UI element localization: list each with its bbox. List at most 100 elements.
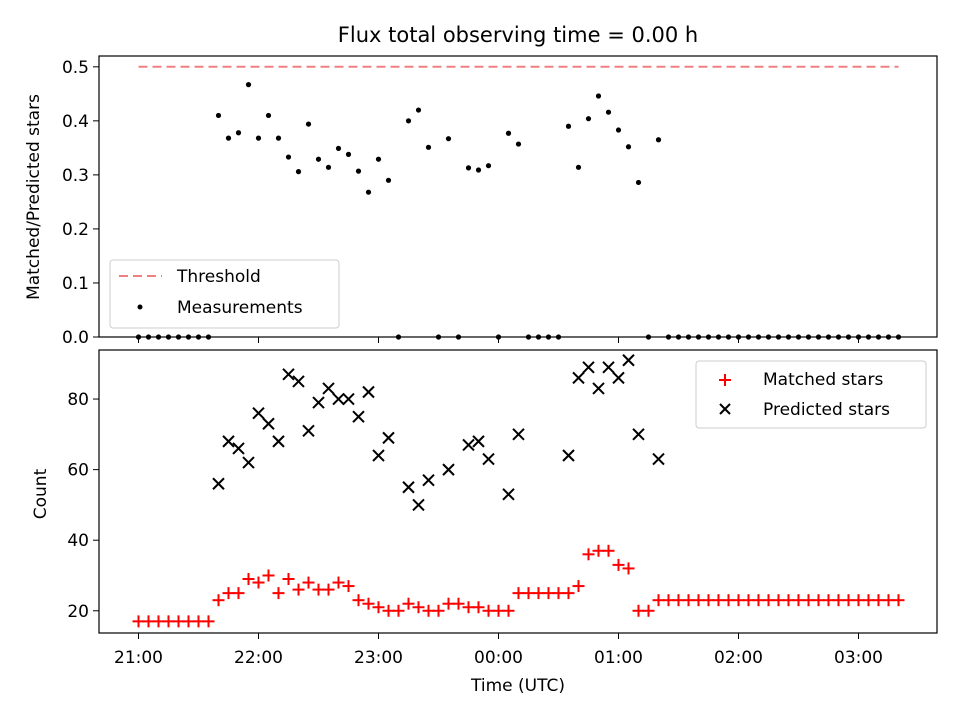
x-stroke-b: [312, 396, 325, 409]
measurement-point: [535, 334, 542, 340]
y-ticks-ratio: 0.0 0.1 0.2 0.3 0.4 0.5: [62, 58, 99, 348]
predicted-stars-point: [582, 361, 595, 374]
measurement-point: [635, 179, 642, 186]
matched-stars-point: [292, 583, 305, 596]
measurement-point: [165, 334, 172, 340]
x-stroke-b: [362, 385, 375, 399]
predicted-stars-point: [332, 392, 345, 406]
measurement-point: [585, 116, 592, 122]
measurement-point: [525, 334, 532, 340]
x-stroke-b: [212, 477, 225, 490]
predicted-stars-point: [342, 392, 355, 406]
measurement-point: [435, 334, 442, 340]
matched-stars-point: [262, 569, 275, 582]
predicted-stars-point: [442, 463, 455, 476]
measurement-point: [645, 334, 652, 340]
measurement-point: [665, 334, 672, 340]
measurement-point: [605, 109, 612, 115]
matched-stars-point: [572, 580, 585, 593]
measurement-point: [175, 334, 182, 340]
predicted-stars-point: [632, 428, 645, 441]
matched-stars-point: [452, 597, 465, 610]
predicted-stars-point: [602, 361, 615, 374]
predicted-stars-point: [362, 385, 375, 399]
measurement-point: [425, 144, 432, 150]
measurement-point: [395, 334, 402, 340]
measurement-point: [455, 334, 462, 340]
predicted-stars-point: [382, 431, 395, 445]
measurement-point: [835, 334, 842, 340]
measurement-point: [485, 163, 492, 169]
x-stroke-b: [502, 488, 515, 501]
measurement-point: [305, 121, 312, 127]
matched-stars-point: [502, 604, 515, 617]
measurement-point: [675, 334, 682, 340]
measurement-point: [765, 334, 772, 340]
matched-stars-point: [272, 587, 285, 600]
predicted-stars-point: [262, 417, 275, 430]
matched-stars-point: [472, 601, 485, 614]
predicted-stars-point: [322, 382, 335, 395]
predicted-stars-point: [302, 424, 315, 438]
y-tick-label: 0.3: [62, 166, 89, 186]
x-stroke-b: [412, 498, 425, 512]
x-stroke-b: [372, 449, 385, 462]
chart-title: Flux total observing time = 0.00 h: [338, 23, 698, 47]
measurement-point: [245, 82, 252, 88]
x-stroke-b: [352, 410, 365, 423]
x-ticks-count: 21:00 22:00 23:00 00:00 01:00 02:00 03:00: [114, 633, 883, 668]
measurement-point: [815, 334, 822, 340]
y-tick-label: 0.0: [62, 328, 89, 348]
legend-label-matched: Matched stars: [763, 370, 883, 390]
panel-count: 20 40 60 80 21:00 22:00 23:00 00:00 01:00 02:00 0…: [31, 349, 938, 696]
y-tick-label: 0.5: [62, 58, 89, 78]
x-stroke-b: [602, 361, 615, 374]
predicted-stars-point: [422, 474, 435, 487]
measurement-point: [225, 135, 232, 141]
matched-stars-markers: [132, 544, 905, 628]
panel-ratio: 0.0 0.1 0.2 0.3 0.4 0.5 Matched/Predicted sta…: [24, 55, 938, 348]
measurement-point: [715, 334, 722, 340]
measurement-point: [465, 165, 472, 171]
x-stroke-b: [262, 417, 275, 430]
legend-box-count: [695, 360, 927, 429]
measurement-point: [775, 334, 782, 340]
x-stroke-b: [302, 424, 315, 438]
matched-stars-point: [612, 558, 625, 571]
predicted-stars-point: [462, 438, 475, 452]
measurement-point: [405, 118, 412, 124]
matched-stars-point: [342, 580, 355, 593]
matched-stars-point: [302, 576, 315, 589]
measurement-point: [795, 334, 802, 340]
measurement-point: [335, 145, 342, 152]
matched-stars-point: [372, 601, 385, 614]
x-stroke-b: [382, 431, 395, 445]
y-tick-label: 0.1: [62, 274, 89, 294]
measurement-point: [475, 167, 482, 173]
measurement-point: [805, 334, 812, 340]
x-stroke-b: [322, 382, 335, 395]
matched-stars-point: [642, 604, 655, 617]
predicted-stars-point: [282, 368, 295, 381]
measurement-point: [695, 334, 702, 340]
measurement-point: [235, 130, 242, 136]
measurement-point: [135, 334, 142, 340]
measurement-point: [365, 189, 372, 195]
x-stroke-b: [512, 428, 525, 441]
matched-stars-point: [282, 573, 295, 586]
x-stroke-b: [442, 463, 455, 476]
predicted-stars-point: [512, 428, 525, 441]
measurement-point: [195, 334, 202, 340]
x-stroke-b: [482, 452, 495, 466]
x-stroke-b: [332, 392, 345, 406]
x-tick-label: 23:00: [354, 648, 403, 668]
matched-stars-point: [622, 562, 635, 575]
measurement-point: [865, 334, 872, 340]
y-tick-label: 0.4: [62, 112, 89, 132]
matched-stars-point: [362, 597, 375, 610]
measurement-point: [845, 334, 852, 340]
x-stroke-b: [582, 361, 595, 374]
predicted-stars-point: [572, 371, 585, 385]
x-stroke-b: [222, 435, 235, 448]
